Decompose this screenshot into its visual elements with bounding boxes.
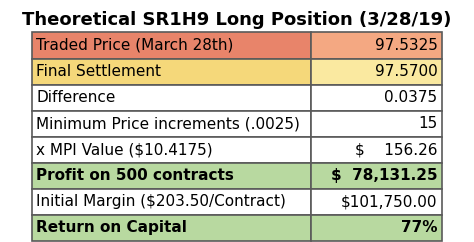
Text: Final Settlement: Final Settlement [36,64,162,79]
Bar [32,111,310,136]
Bar [310,32,442,59]
Text: Theoretical SR1H9 Long Position (3/28/19): Theoretical SR1H9 Long Position (3/28/19… [22,11,452,29]
Text: 97.5700: 97.5700 [375,64,438,79]
Bar [32,32,310,59]
Text: 77%: 77% [401,220,438,235]
Text: 0.0375: 0.0375 [384,90,438,105]
Text: $    156.26: $ 156.26 [355,142,438,157]
Text: 97.5325: 97.5325 [374,38,438,53]
Text: 15: 15 [418,116,438,131]
Bar [310,189,442,215]
Text: $101,750.00: $101,750.00 [341,194,438,209]
Bar [32,189,310,215]
Bar [310,215,442,241]
Text: Difference: Difference [36,90,116,105]
Text: Profit on 500 contracts: Profit on 500 contracts [36,168,234,183]
Bar [310,59,442,84]
Text: Minimum Price increments (.0025): Minimum Price increments (.0025) [36,116,301,131]
Bar [32,215,310,241]
Text: Traded Price (March 28th): Traded Price (March 28th) [36,38,234,53]
Text: $  78,131.25: $ 78,131.25 [331,168,438,183]
Bar [310,136,442,163]
Bar [32,84,310,111]
Text: Return on Capital: Return on Capital [36,220,187,235]
Bar [32,136,310,163]
Text: Initial Margin ($203.50/Contract): Initial Margin ($203.50/Contract) [36,194,286,209]
Bar [310,111,442,136]
Bar [32,59,310,84]
Bar [310,163,442,189]
Bar [32,163,310,189]
Text: x MPI Value ($10.4175): x MPI Value ($10.4175) [36,142,213,157]
Bar [310,84,442,111]
